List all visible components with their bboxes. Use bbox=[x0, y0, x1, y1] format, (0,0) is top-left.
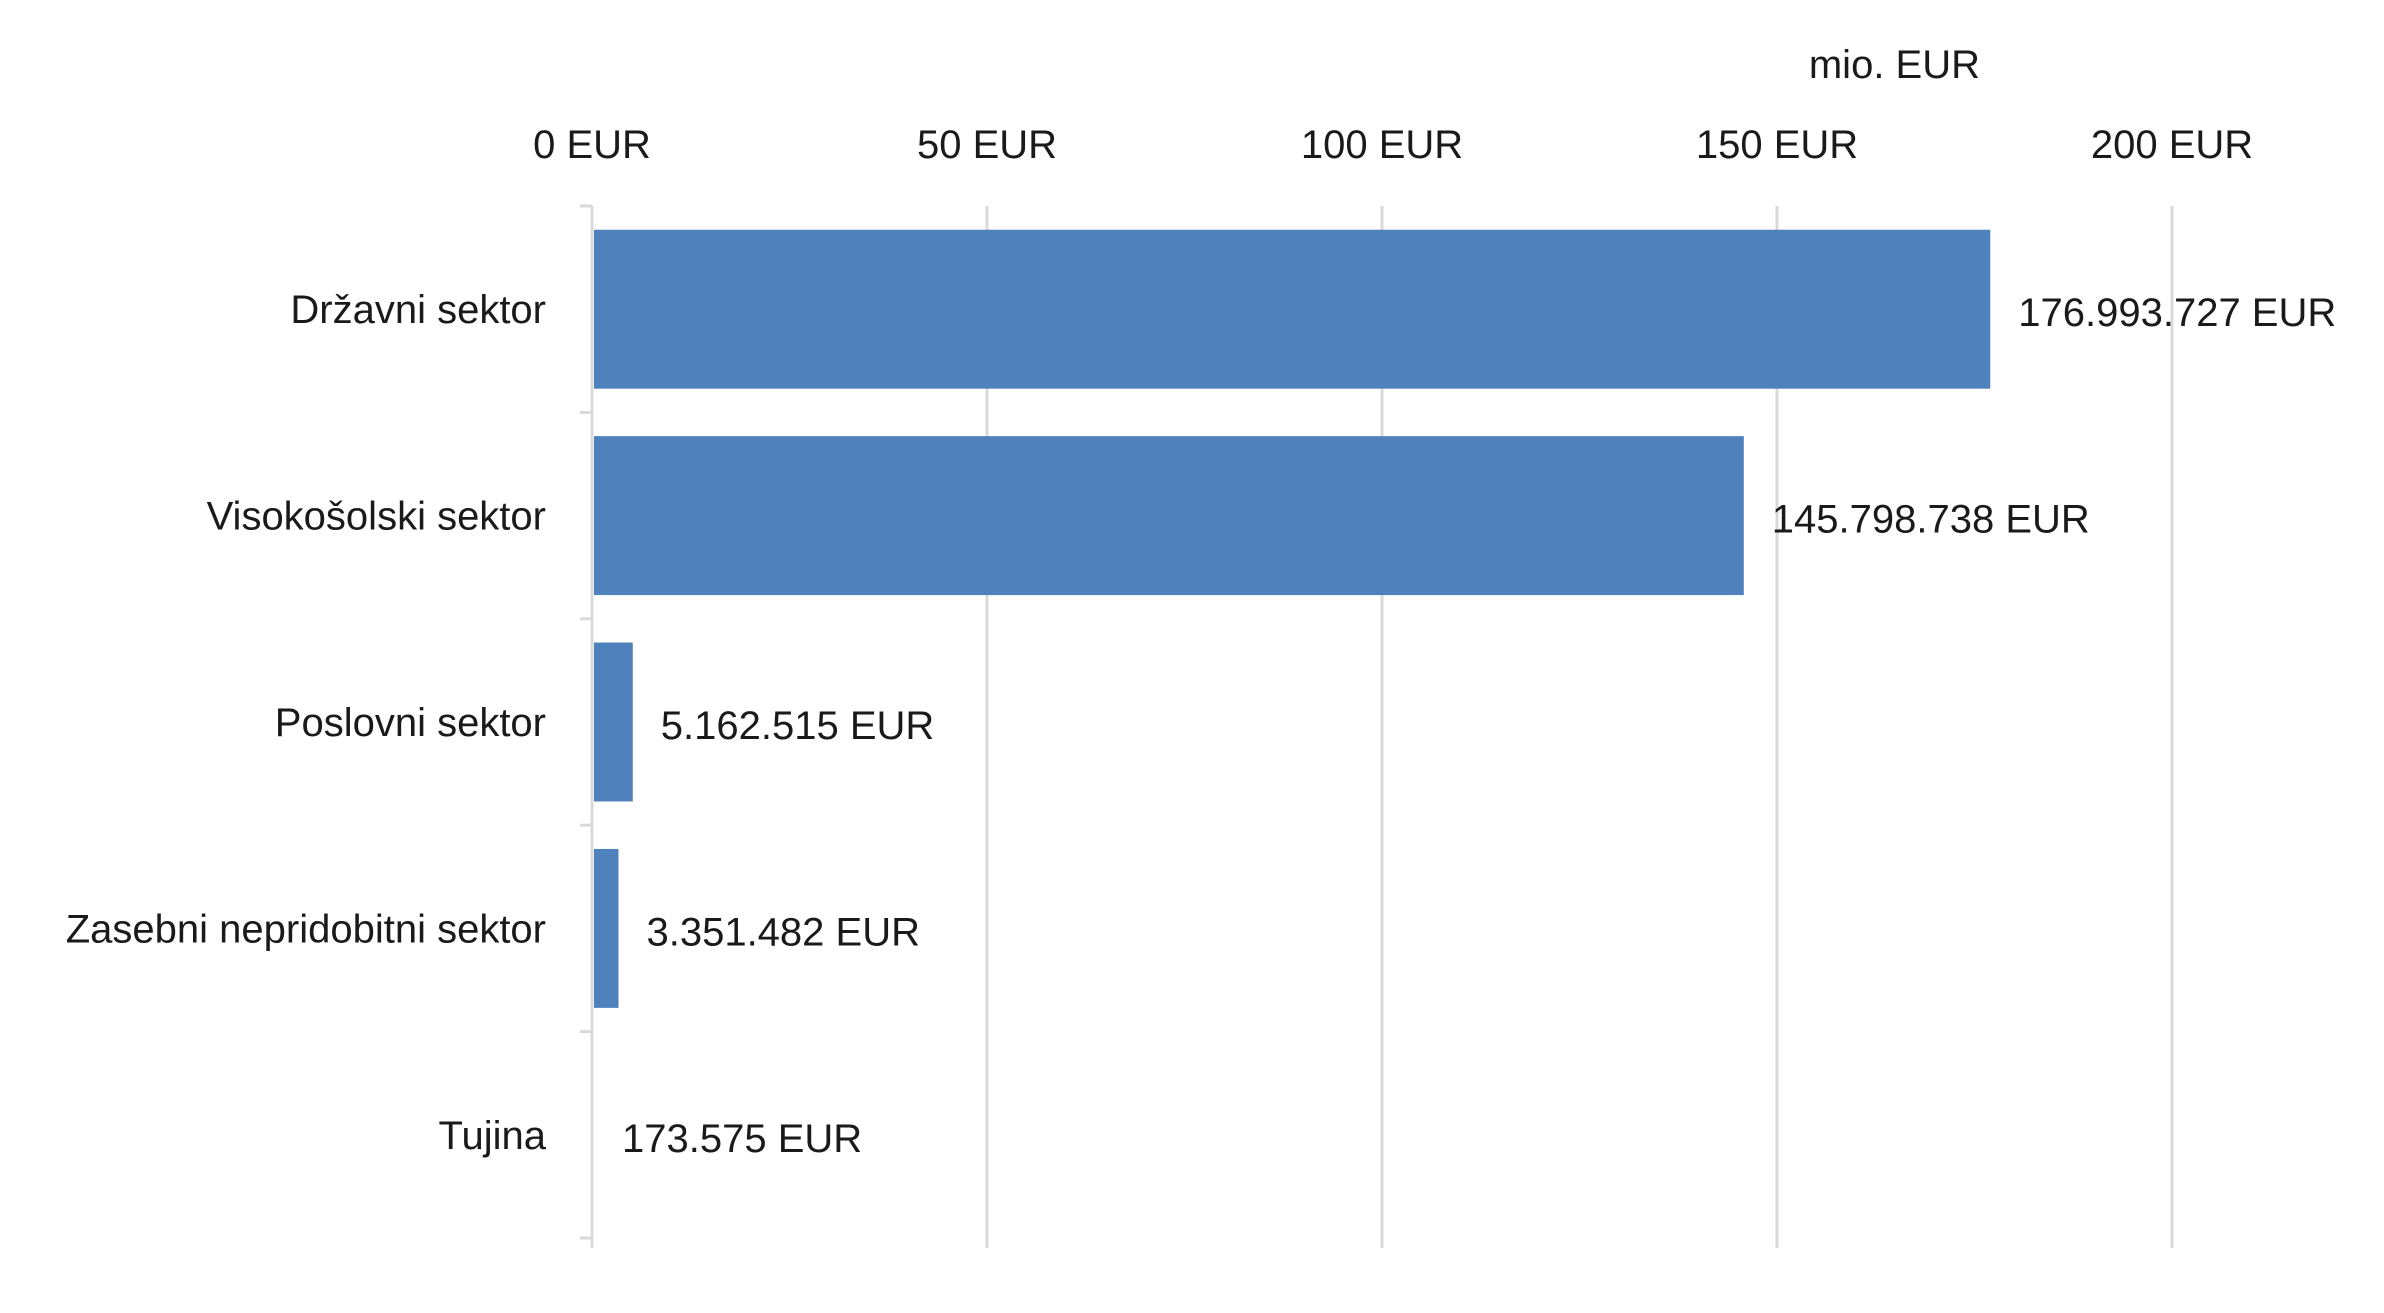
x-tick-label: 200 EUR bbox=[2091, 123, 2253, 167]
data-label: 145.798.738 EUR bbox=[1772, 498, 2090, 542]
category-label: Zasebni nepridobitni sektor bbox=[66, 907, 546, 951]
x-axis-ticks: 0 EUR 50 EUR 100 EUR 150 EUR 200 EUR bbox=[533, 123, 2253, 1248]
unit-label: mio. EUR bbox=[1809, 43, 1980, 87]
bar bbox=[594, 848, 619, 1008]
bar bbox=[594, 229, 1991, 389]
x-tick-label: 100 EUR bbox=[1301, 123, 1463, 167]
x-tick-label: 0 EUR bbox=[533, 123, 651, 167]
category-labels: Državni sektor Visokošolski sektor Poslovn… bbox=[66, 288, 547, 1158]
data-labels: 176.993.727 EUR 145.798.738 EUR 5.162.515 … bbox=[622, 291, 2336, 1161]
bar bbox=[594, 642, 633, 802]
data-label: 5.162.515 EUR bbox=[661, 704, 935, 748]
category-label: Visokošolski sektor bbox=[207, 495, 546, 539]
bars bbox=[594, 229, 1991, 1008]
category-label: Poslovni sektor bbox=[275, 701, 546, 745]
category-label: Državni sektor bbox=[290, 288, 546, 332]
x-tick-label: 50 EUR bbox=[917, 123, 1057, 167]
bar bbox=[594, 436, 1744, 596]
data-label: 3.351.482 EUR bbox=[646, 910, 920, 954]
data-label: 176.993.727 EUR bbox=[2018, 291, 2336, 335]
category-label: Tujina bbox=[439, 1114, 547, 1158]
data-label: 173.575 EUR bbox=[622, 1117, 862, 1161]
x-tick-label: 150 EUR bbox=[1696, 123, 1858, 167]
